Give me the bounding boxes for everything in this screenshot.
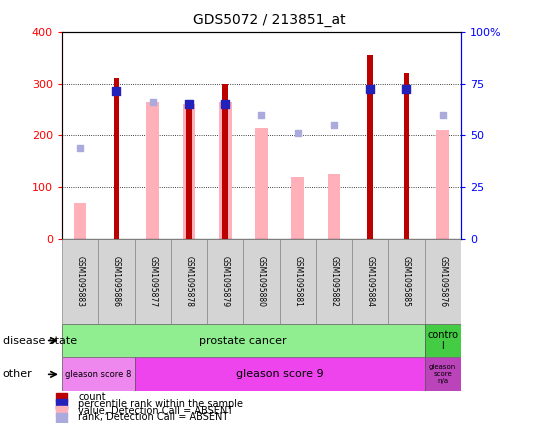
FancyBboxPatch shape: [135, 357, 425, 391]
Bar: [291, 177, 304, 239]
Text: GDS5072 / 213851_at: GDS5072 / 213851_at: [193, 13, 346, 27]
FancyBboxPatch shape: [243, 239, 280, 324]
FancyBboxPatch shape: [352, 239, 388, 324]
Point: [257, 111, 266, 118]
FancyBboxPatch shape: [171, 239, 207, 324]
Bar: [437, 130, 449, 239]
Point: [438, 111, 447, 118]
Point: [366, 85, 375, 92]
Bar: [183, 104, 195, 239]
Text: count: count: [78, 392, 106, 402]
FancyBboxPatch shape: [280, 239, 316, 324]
Text: GSM1095876: GSM1095876: [438, 256, 447, 307]
Point: [293, 129, 302, 136]
Bar: [219, 102, 231, 239]
Point: [112, 88, 121, 95]
Point: [76, 145, 85, 152]
FancyBboxPatch shape: [425, 357, 461, 391]
FancyBboxPatch shape: [62, 324, 425, 357]
Text: value, Detection Call = ABSENT: value, Detection Call = ABSENT: [78, 406, 233, 415]
Point: [221, 101, 230, 108]
Text: GSM1095880: GSM1095880: [257, 256, 266, 307]
Bar: [404, 73, 409, 239]
Text: GSM1095883: GSM1095883: [75, 256, 85, 307]
FancyBboxPatch shape: [62, 239, 98, 324]
FancyBboxPatch shape: [425, 324, 461, 357]
Text: disease state: disease state: [3, 335, 77, 346]
Text: gleason score 8: gleason score 8: [65, 370, 132, 379]
Text: GSM1095881: GSM1095881: [293, 256, 302, 307]
Bar: [186, 107, 191, 239]
Text: GSM1095879: GSM1095879: [220, 256, 230, 307]
FancyBboxPatch shape: [98, 239, 135, 324]
FancyBboxPatch shape: [207, 239, 243, 324]
Text: gleason score 9: gleason score 9: [236, 369, 323, 379]
Text: GSM1095877: GSM1095877: [148, 256, 157, 307]
Text: GSM1095886: GSM1095886: [112, 256, 121, 307]
Text: GSM1095878: GSM1095878: [184, 256, 194, 307]
Text: rank, Detection Call = ABSENT: rank, Detection Call = ABSENT: [78, 412, 229, 423]
Text: prostate cancer: prostate cancer: [199, 335, 287, 346]
Point: [402, 85, 411, 92]
FancyBboxPatch shape: [62, 357, 135, 391]
FancyBboxPatch shape: [388, 239, 425, 324]
FancyBboxPatch shape: [316, 239, 352, 324]
Text: percentile rank within the sample: percentile rank within the sample: [78, 399, 243, 409]
Text: GSM1095884: GSM1095884: [365, 256, 375, 307]
Bar: [114, 78, 119, 239]
Text: other: other: [3, 369, 32, 379]
Text: GSM1095882: GSM1095882: [329, 256, 338, 307]
Bar: [368, 55, 373, 239]
Bar: [146, 102, 159, 239]
FancyBboxPatch shape: [425, 239, 461, 324]
Text: GSM1095885: GSM1095885: [402, 256, 411, 307]
Bar: [328, 174, 340, 239]
Bar: [255, 128, 268, 239]
FancyBboxPatch shape: [135, 239, 171, 324]
Point: [148, 98, 157, 105]
Text: gleason
score
n/a: gleason score n/a: [429, 364, 457, 385]
Bar: [223, 83, 228, 239]
Point: [330, 122, 338, 129]
Bar: [74, 203, 86, 239]
Point: [184, 101, 193, 108]
Text: contro
l: contro l: [427, 330, 458, 352]
